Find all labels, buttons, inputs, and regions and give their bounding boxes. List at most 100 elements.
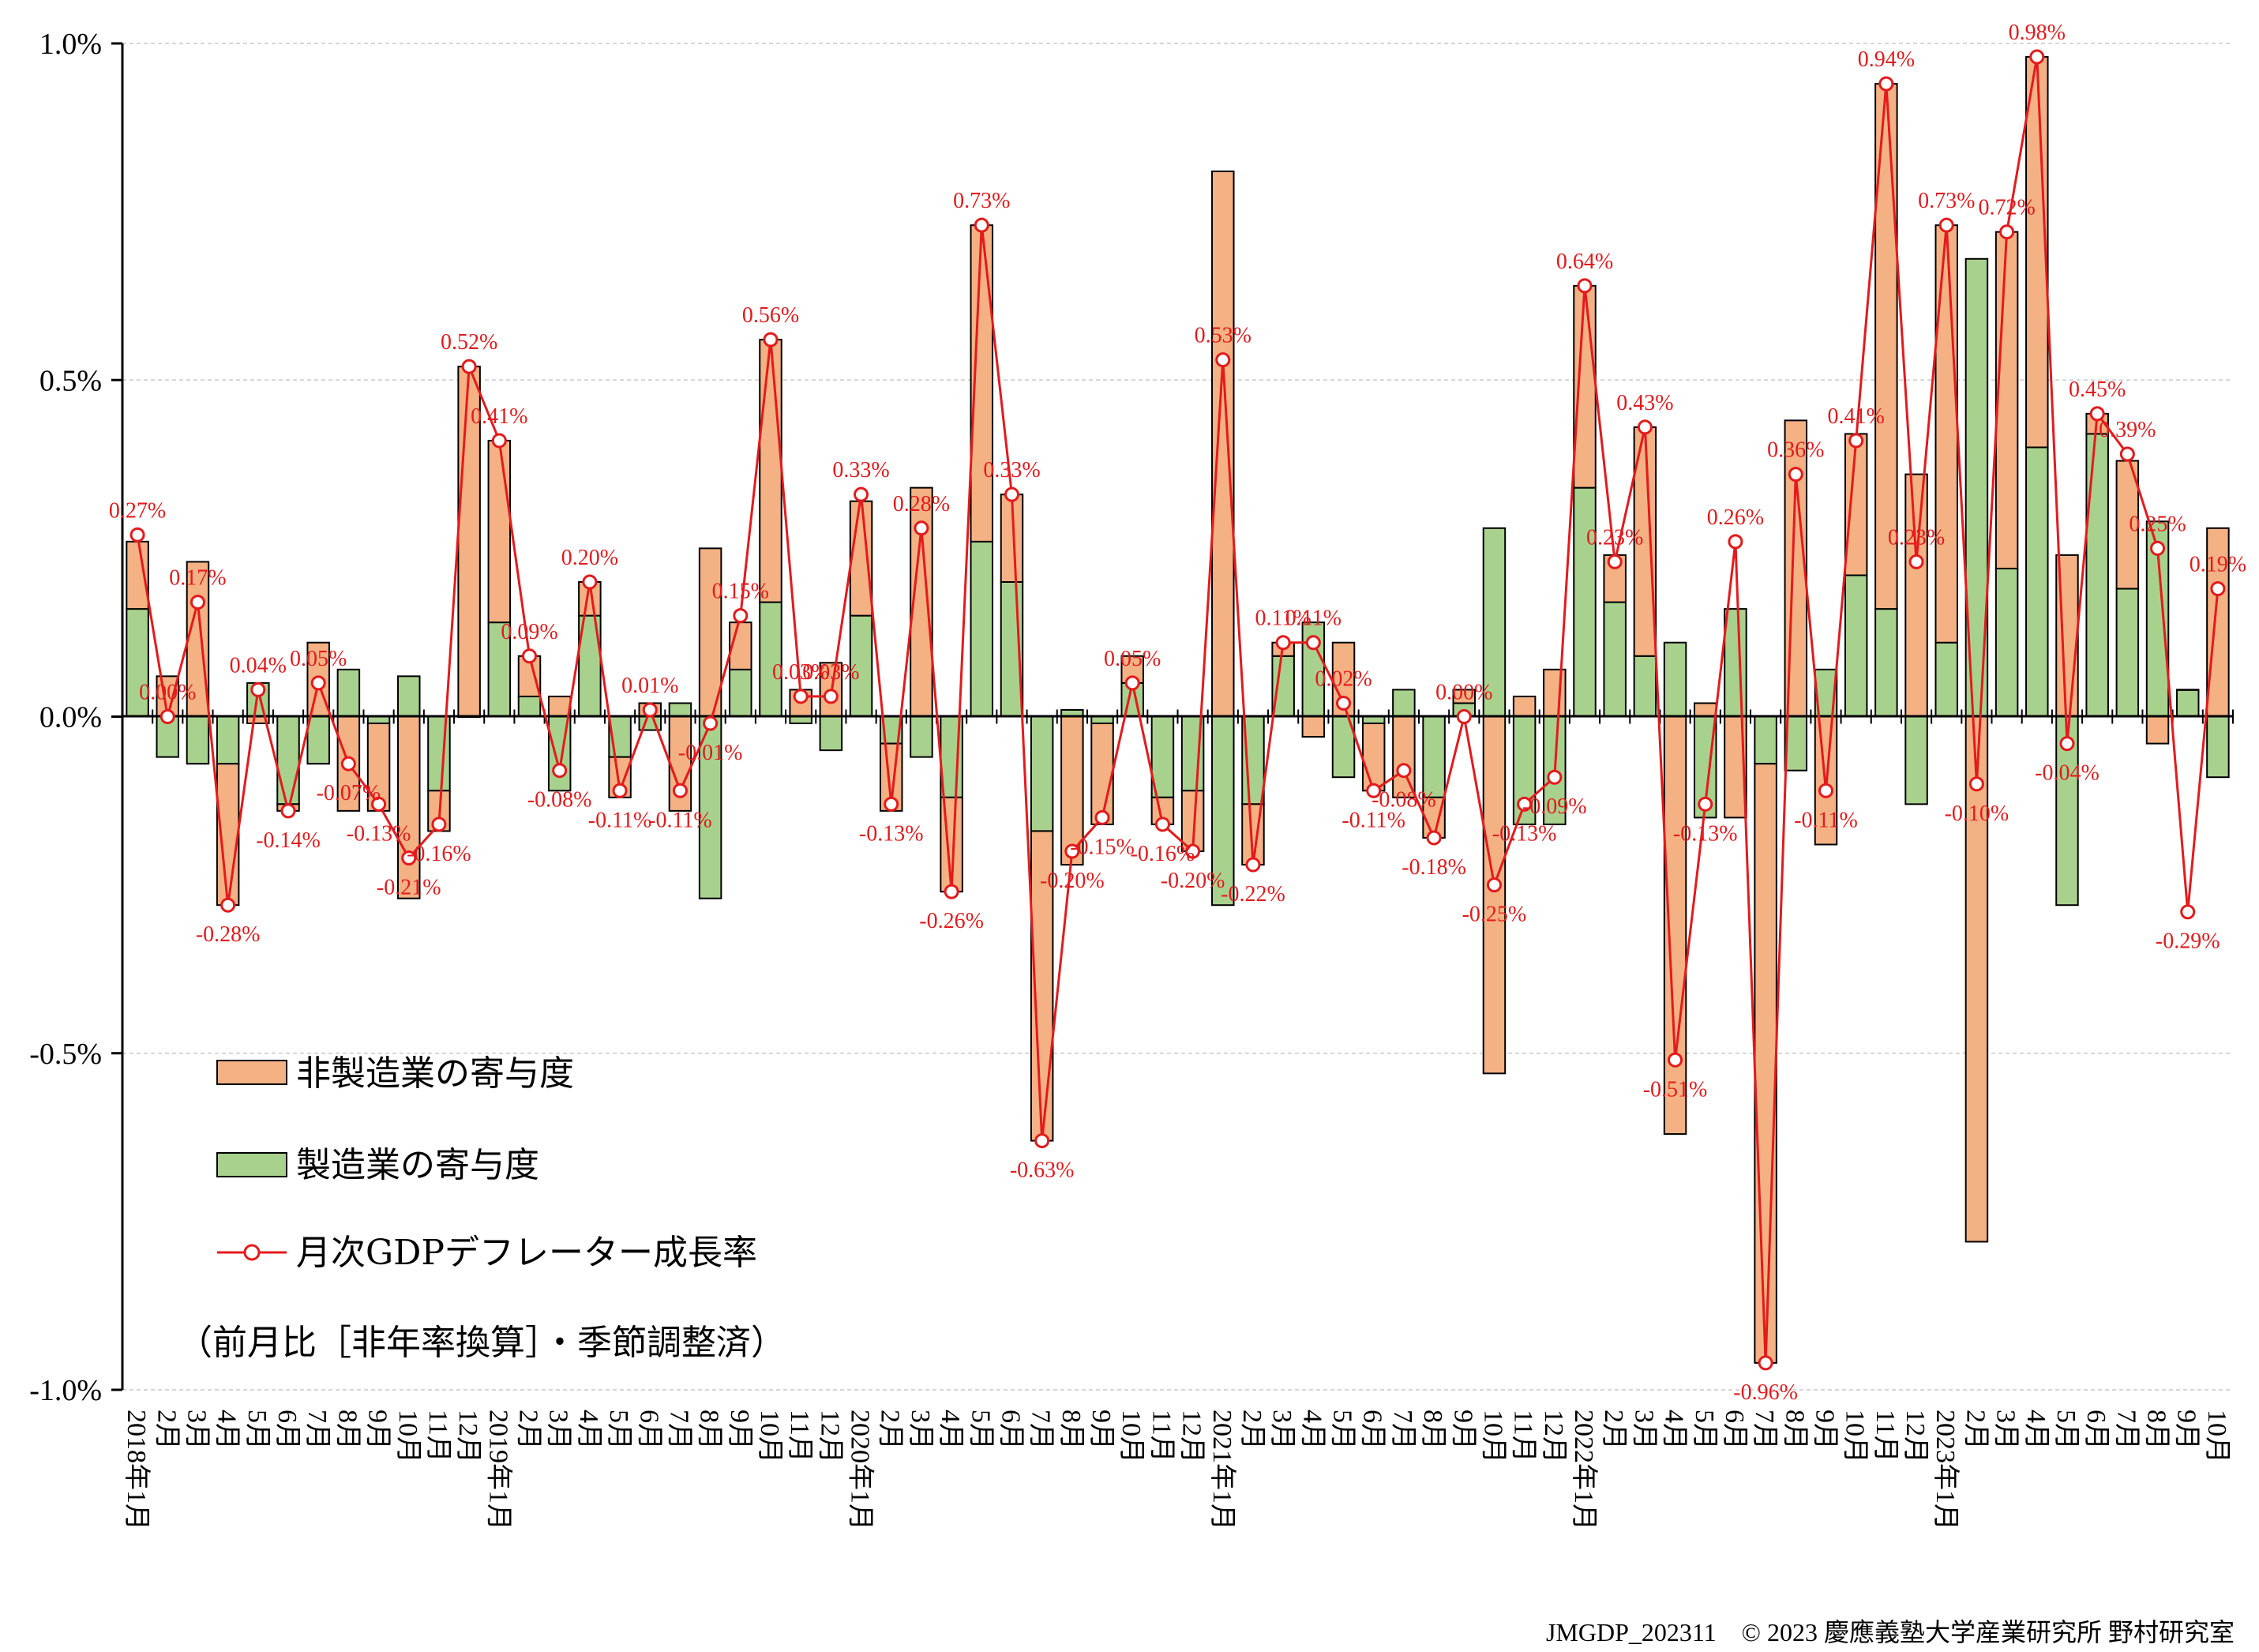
x-tick-label: 10月: [393, 1410, 422, 1463]
data-label: 0.11%: [1285, 606, 1342, 631]
bar-manufacturing: [1633, 655, 1657, 718]
x-tick-label: 6月: [634, 1410, 663, 1450]
x-tick-label: 10月: [1478, 1410, 1507, 1463]
bar-nonmanufacturing: [698, 547, 722, 718]
x-tick-label: 11月: [1871, 1410, 1900, 1462]
bar-manufacturing: [1422, 715, 1446, 798]
bar-nonmanufacturing: [759, 339, 782, 603]
x-tick-label: 10月: [1116, 1410, 1146, 1463]
data-label: -0.63%: [1010, 1158, 1075, 1183]
deflator-point: [129, 527, 145, 543]
x-tick-label: 7月: [2111, 1410, 2141, 1450]
x-tick-label: 12月: [453, 1410, 482, 1463]
x-tick-label: 3月: [1267, 1410, 1296, 1450]
deflator-point: [944, 884, 959, 899]
bar-manufacturing: [366, 715, 391, 725]
data-label: 0.27%: [109, 498, 166, 523]
x-tick-label: 2018年1月: [122, 1410, 152, 1530]
legend: 非製造業の寄与度 製造業の寄与度 月次GDPデフレーター成長率 （前月比［非年率…: [178, 1053, 786, 1363]
x-tick-label: 9月: [725, 1410, 754, 1450]
data-label: 0.94%: [1858, 47, 1915, 72]
deflator-point: [672, 783, 688, 798]
data-label: 0.11%: [1255, 606, 1311, 631]
deflator-point: [703, 715, 719, 731]
x-tick-label: 11月: [785, 1410, 814, 1462]
bar-nonmanufacturing: [397, 715, 421, 899]
data-label: 0.73%: [953, 189, 1010, 213]
data-label: -0.07%: [317, 781, 381, 805]
data-label: 0.25%: [2129, 512, 2186, 536]
x-tick-label: 3月: [544, 1410, 573, 1450]
data-label: 0.53%: [1195, 324, 1251, 348]
deflator-point: [974, 217, 989, 233]
deflator-point: [1305, 635, 1321, 651]
deflator-point: [310, 675, 326, 691]
deflator-point: [1094, 809, 1110, 825]
data-label: -0.20%: [1040, 869, 1105, 893]
data-label: -0.11%: [1342, 808, 1405, 832]
x-tick-label: 7月: [1026, 1410, 1056, 1450]
deflator-point: [914, 520, 929, 536]
x-tick-label: 2023年1月: [1931, 1410, 1961, 1530]
deflator-point: [2210, 581, 2226, 597]
x-tick-label: 6月: [996, 1410, 1025, 1450]
deflator-point: [1698, 796, 1713, 812]
deflator-point: [1788, 467, 1803, 482]
x-tick-label: 3月: [182, 1410, 211, 1450]
bar-manufacturing: [1724, 608, 1747, 718]
x-tick-label: 5月: [966, 1410, 995, 1450]
deflator-point: [1637, 419, 1653, 435]
bar-manufacturing: [1211, 715, 1235, 907]
x-tick-label: 2月: [876, 1410, 905, 1450]
bar-nonmanufacturing: [2145, 715, 2170, 745]
deflator-point: [340, 756, 356, 772]
deflator-point: [1396, 763, 1412, 779]
data-label: -0.29%: [2156, 929, 2220, 954]
data-label: 0.09%: [501, 620, 557, 644]
data-label: -0.08%: [1372, 788, 1436, 813]
deflator-point: [2029, 49, 2045, 65]
data-label: -0.18%: [1402, 855, 1466, 880]
x-tick-label: 6月: [272, 1410, 302, 1450]
x-tick-label: 3月: [1991, 1410, 2021, 1450]
data-label: -0.28%: [196, 922, 261, 947]
deflator-point: [582, 574, 598, 590]
deflator-point: [1848, 433, 1864, 449]
deflator-point: [220, 897, 236, 913]
x-tick-labels: 2018年1月 2月 3月 4月 5月 6月 7月 8月 9月 10月 11月 12月 2019年1月 2…: [122, 1410, 2231, 1530]
bar-manufacturing: [1904, 715, 1928, 805]
deflator-point: [190, 595, 205, 610]
data-label: 0.17%: [169, 566, 226, 591]
x-tick-label: 6月: [2081, 1410, 2111, 1450]
x-tick-label: 12月: [1901, 1410, 1930, 1463]
deflator-point: [1064, 843, 1080, 859]
deflator-point: [2180, 904, 2196, 920]
deflator-point: [1336, 695, 1352, 711]
x-tick-label: 2022年1月: [1569, 1410, 1599, 1530]
data-label: -0.15%: [1070, 835, 1135, 859]
bar-nonmanufacturing: [2175, 689, 2200, 691]
x-tick-label: 4月: [936, 1410, 965, 1450]
bar-manufacturing: [1663, 641, 1687, 718]
data-label: -0.51%: [1643, 1077, 1708, 1102]
bar-manufacturing: [729, 668, 752, 718]
x-tick-label: 6月: [1720, 1410, 1749, 1450]
bar-manufacturing: [2115, 588, 2140, 718]
x-tick-label: 2019年1月: [483, 1410, 513, 1530]
bar-nonmanufacturing: [1301, 715, 1326, 738]
bar-manufacturing: [2085, 433, 2109, 718]
bar-manufacturing: [126, 608, 149, 718]
data-label: 0.56%: [742, 303, 799, 328]
bar-nonmanufacturing: [2206, 527, 2230, 718]
data-label: 0.15%: [712, 580, 769, 604]
x-tick-label: 2月: [1961, 1410, 1990, 1450]
deflator-point: [1577, 278, 1593, 294]
bar-manufacturing: [1361, 715, 1386, 725]
bar-nonmanufacturing: [1844, 433, 1868, 576]
data-label: -0.11%: [588, 808, 652, 832]
x-tick-label: 10月: [755, 1410, 784, 1463]
bar-manufacturing: [1934, 641, 1958, 718]
deflator-point: [250, 681, 266, 697]
x-tick-label: 7月: [664, 1410, 693, 1450]
x-tick-label: 8月: [1418, 1410, 1447, 1450]
